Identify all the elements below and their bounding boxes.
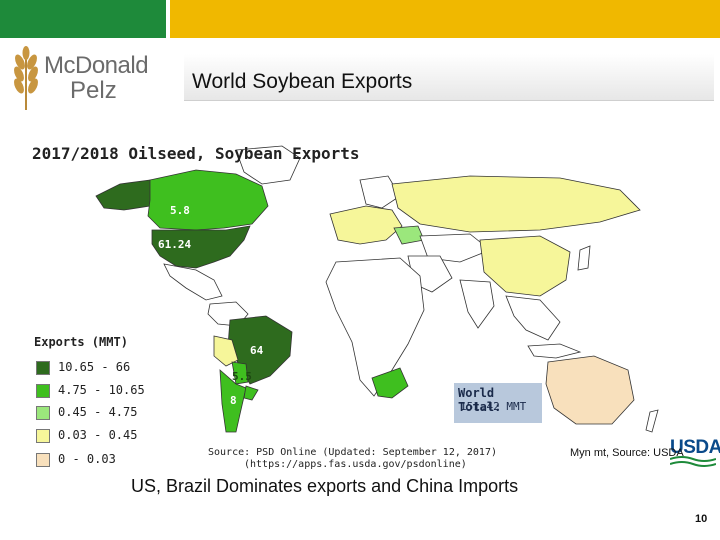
top-accent-bar-yellow xyxy=(170,0,720,38)
world-total-box: World Total: 151.42 MMT xyxy=(454,383,542,423)
map-region-ukraine xyxy=(393,225,425,245)
map-region-japan xyxy=(577,245,591,271)
page-number: 10 xyxy=(695,513,708,525)
map-region-kazakhstan xyxy=(419,233,491,263)
region-label-brazil: 64 xyxy=(250,344,264,357)
map-title: 2017/2018 Oilseed, Soybean Exports xyxy=(32,144,360,163)
map-region-united-states xyxy=(151,225,251,269)
source-note: Myn mt, Source: USDA xyxy=(570,447,684,459)
brand-name-line1: McDonald xyxy=(44,52,149,79)
usda-logo: USDA xyxy=(670,437,720,458)
company-logo: McDonald Pelz xyxy=(4,44,164,114)
map-region-canada xyxy=(147,169,269,231)
legend-label: 0.03 - 0.45 xyxy=(58,428,138,442)
legend-swatch xyxy=(36,361,50,375)
legend-label: 0 - 0.03 xyxy=(58,452,116,466)
map-region-scandinavia xyxy=(359,175,401,209)
legend-swatch xyxy=(36,406,50,420)
legend-swatch xyxy=(36,453,50,467)
map-region-russia xyxy=(391,175,641,233)
map-region-australia xyxy=(545,355,635,425)
legend-swatch xyxy=(36,429,50,443)
world-map: 5.8 61.24 64 5.5 8 xyxy=(95,145,659,433)
top-accent-bar-green xyxy=(0,0,166,38)
map-source-url: (https://apps.fas.usda.gov/psdonline) xyxy=(244,459,467,470)
map-region-uruguay xyxy=(243,385,259,401)
map-region-southeast-asia xyxy=(505,295,561,341)
world-total-value: 151.42 MMT xyxy=(460,400,527,413)
map-region-new-zealand xyxy=(645,409,659,433)
slide-title: World Soybean Exports xyxy=(192,70,413,93)
legend-label: 0.45 - 4.75 xyxy=(58,405,138,419)
map-region-mexico xyxy=(163,263,223,301)
legend-title: Exports (MMT) xyxy=(34,335,128,349)
map-region-paraguay xyxy=(231,361,249,385)
region-label-argentina: 8 xyxy=(230,394,237,407)
map-region-south-africa xyxy=(371,367,409,399)
usda-waves-icon xyxy=(670,456,716,467)
slide-title-box: World Soybean Exports xyxy=(184,54,714,101)
map-region-europe xyxy=(329,205,403,245)
map-region-africa xyxy=(325,257,425,397)
wheat-icon xyxy=(14,46,38,110)
region-label-canada: 5.8 xyxy=(170,204,190,217)
region-label-united-states: 61.24 xyxy=(158,238,191,251)
slide-caption: US, Brazil Dominates exports and China I… xyxy=(131,476,519,496)
map-region-china xyxy=(479,235,571,297)
legend-label: 10.65 - 66 xyxy=(58,360,131,374)
map-region-india xyxy=(459,279,495,329)
legend-swatch xyxy=(36,384,50,398)
legend-label: 4.75 - 10.65 xyxy=(58,383,145,397)
map-region-indonesia xyxy=(527,343,582,359)
world-total-label: World Total: xyxy=(458,386,502,414)
map-region-greenland xyxy=(235,145,301,185)
canada-value-badge xyxy=(166,202,192,218)
brand-name-line2: Pelz xyxy=(70,77,117,104)
map-region-argentina xyxy=(219,369,247,433)
region-label-paraguay: 5.5 xyxy=(232,370,252,383)
map-source-line: Source: PSD Online (Updated: September 1… xyxy=(208,447,497,458)
